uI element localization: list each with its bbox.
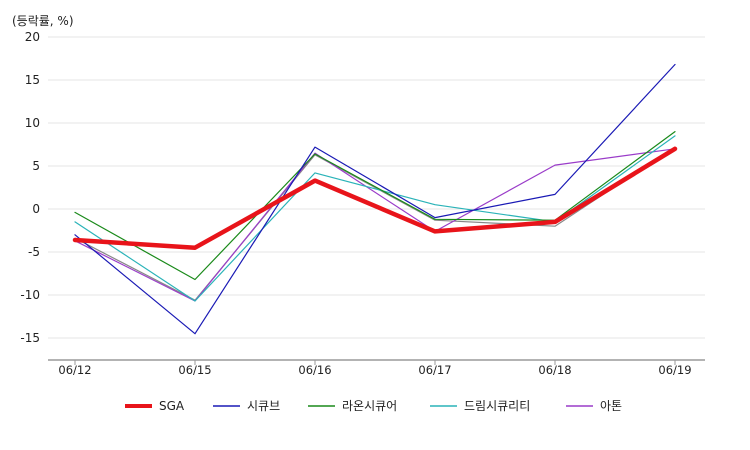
- x-tick-label: 06/19: [658, 363, 691, 377]
- y-tick-label: 20: [25, 30, 40, 44]
- x-tick-label: 06/16: [298, 363, 331, 377]
- series-lines: [72, 63, 678, 335]
- legend-label: SGA: [159, 399, 185, 413]
- y-tick-label: -15: [20, 331, 40, 345]
- y-axis-ticks: 20 15 10 5 0 -5 -10 -15: [20, 30, 40, 345]
- series-line-2: [74, 131, 676, 281]
- series-line-unlabeled: [74, 146, 676, 301]
- series-line-4: [74, 148, 676, 302]
- legend: SGA 시큐브 라온시큐어 드림시큐리티 아톤: [125, 399, 622, 413]
- legend-label: 시큐브: [247, 399, 280, 413]
- x-tick-label: 06/17: [418, 363, 451, 377]
- x-tick-label: 06/15: [178, 363, 211, 377]
- x-tick-label: 06/12: [58, 363, 91, 377]
- x-tick-label: 06/18: [538, 363, 571, 377]
- y-tick-label: 15: [25, 73, 40, 87]
- y-tick-label: 10: [25, 116, 40, 130]
- y-unit-label: (등락률, %): [12, 14, 74, 28]
- legend-label: 라온시큐어: [342, 399, 397, 413]
- y-tick-label: 5: [32, 159, 40, 173]
- y-tick-label: 0: [32, 202, 40, 216]
- x-axis: 06/12 06/15 06/16 06/17 06/18 06/19: [48, 359, 705, 377]
- series-line-0: [72, 146, 678, 250]
- y-tick-label: -5: [28, 245, 40, 259]
- legend-label: 아톤: [600, 399, 622, 413]
- series-line-1: [74, 63, 676, 335]
- y-tick-label: -10: [20, 288, 40, 302]
- legend-label: 드림시큐리티: [464, 399, 530, 413]
